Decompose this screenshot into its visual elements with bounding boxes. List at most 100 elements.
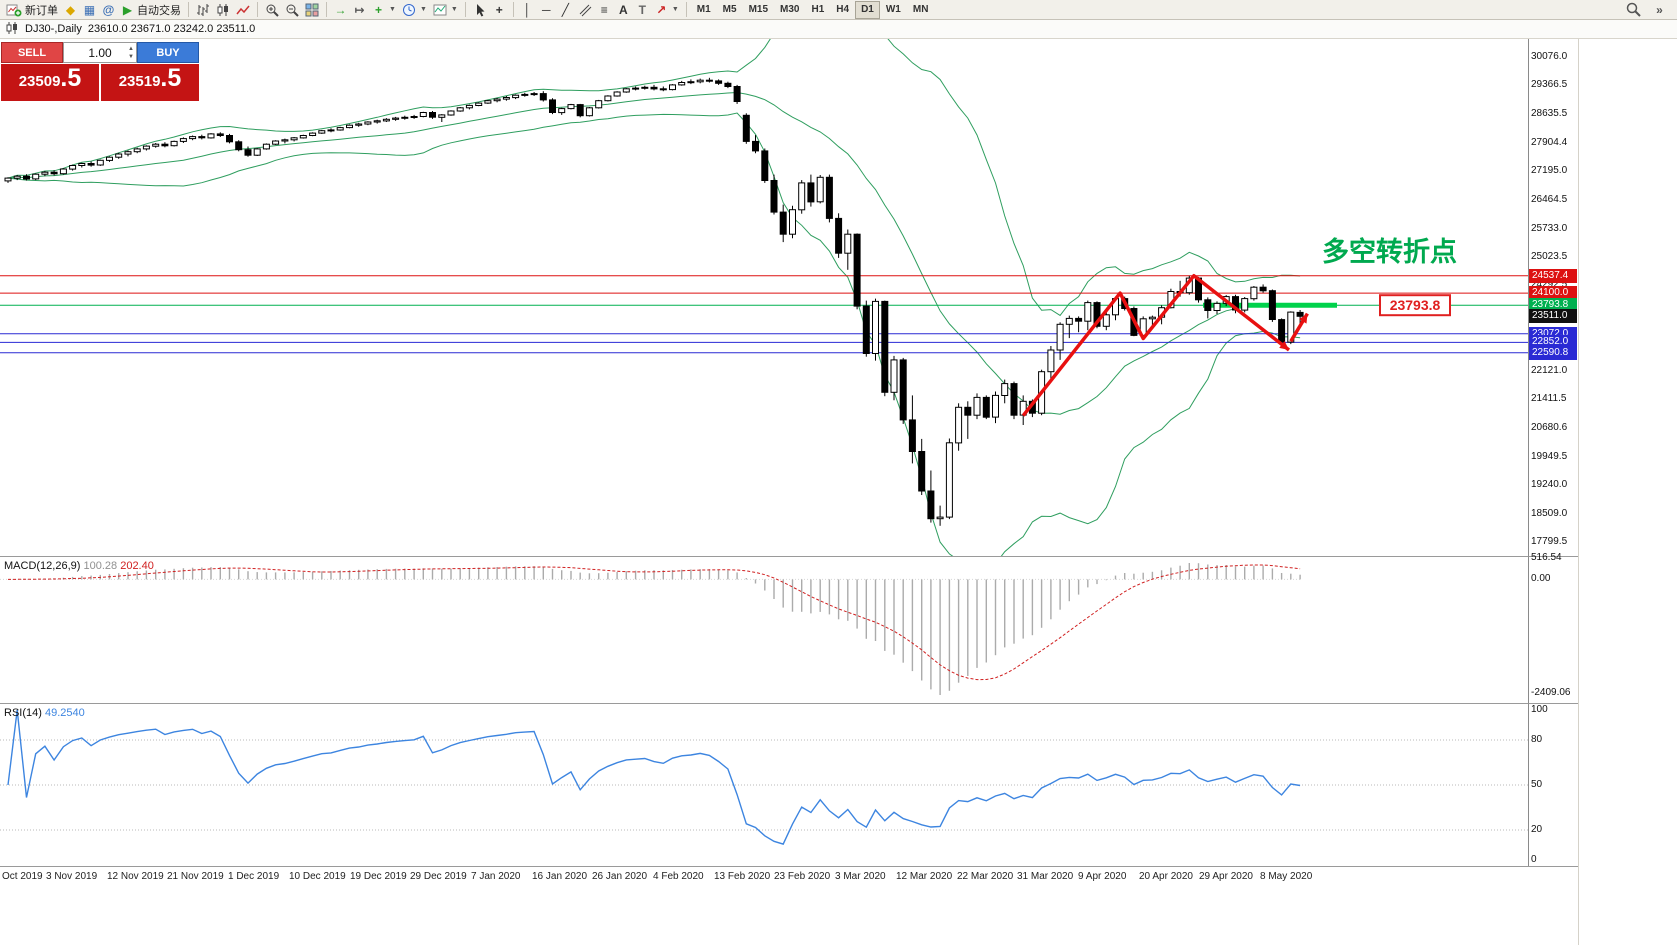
toolbar-separator xyxy=(464,2,466,17)
macd-axis-label: 516.54 xyxy=(1531,552,1562,563)
main-chart[interactable]: 多空转折点 23793.8 xyxy=(0,16,1528,570)
bid-price[interactable]: 23509.5 xyxy=(1,64,99,101)
indicators-button[interactable]: + ▼ xyxy=(374,2,396,17)
price-axis-label: 20680.6 xyxy=(1531,422,1568,433)
new-order-button[interactable]: 新订单 xyxy=(3,1,61,19)
templates-button[interactable]: ▼ xyxy=(430,1,461,19)
chart-ohlc-values: 23610.0 23671.0 23242.0 23511.0 xyxy=(87,23,256,35)
cursor-button[interactable] xyxy=(470,1,490,19)
spinner-down-icon[interactable]: ▼ xyxy=(128,54,134,60)
market-button[interactable]: ▦ xyxy=(83,2,96,17)
arrows-button[interactable]: ↗ ▼ xyxy=(656,2,679,17)
sell-button[interactable]: SELL xyxy=(1,42,63,63)
rsi-chart[interactable] xyxy=(0,704,1528,866)
time-axis-label: Oct 2019 xyxy=(2,871,43,882)
chart-shift-button[interactable]: ↦ xyxy=(354,2,365,17)
price-axis-label: 18509.0 xyxy=(1531,508,1568,519)
macd-axis-label: 0.00 xyxy=(1531,573,1551,584)
timeframe-h1-button[interactable]: H1 xyxy=(811,4,825,15)
rsi-label: RSI(14) 49.2540 xyxy=(4,707,85,719)
tile-windows-button[interactable] xyxy=(302,1,322,19)
macd-chart[interactable] xyxy=(0,557,1528,703)
time-axis-label: 3 Nov 2019 xyxy=(46,871,98,882)
rsi-name: RSI(14) xyxy=(4,707,42,719)
time-axis-label: 9 Apr 2020 xyxy=(1078,871,1127,882)
search-button[interactable] xyxy=(1623,1,1644,19)
volume-spinner[interactable]: ▲ ▼ xyxy=(128,45,134,61)
signals-button[interactable]: @ xyxy=(102,2,115,17)
auto-scroll-button[interactable]: → xyxy=(334,2,347,17)
timeframe-mn-button[interactable]: MN xyxy=(912,4,929,15)
toolbar-separator xyxy=(685,2,687,17)
channel-button[interactable] xyxy=(575,1,595,19)
chart-title-bar: DJ30-,Daily 23610.0 23671.0 23242.0 2351… xyxy=(0,20,1677,39)
metaeditor-button[interactable]: ◆ xyxy=(65,2,76,17)
crosshair-button[interactable]: + xyxy=(495,2,503,17)
label-button[interactable]: T xyxy=(638,2,646,17)
line-chart-button[interactable] xyxy=(233,1,253,19)
zoom-in-button[interactable] xyxy=(262,1,282,19)
timeframe-w1-button[interactable]: W1 xyxy=(885,4,901,15)
bar-chart-button[interactable] xyxy=(193,1,213,19)
timeframe-m1-button[interactable]: M1 xyxy=(696,4,711,15)
horizontal-line-button[interactable]: ─ xyxy=(542,2,551,17)
time-axis-label: 22 Mar 2020 xyxy=(957,871,1014,882)
timeframe-d1-button[interactable]: D1 xyxy=(855,0,880,19)
price-axis-label: 30076.0 xyxy=(1531,51,1568,62)
price-axis-label: 19949.5 xyxy=(1531,451,1568,462)
price-axis-label: 27195.0 xyxy=(1531,165,1568,176)
price-axis-label: 29366.5 xyxy=(1531,79,1568,90)
price-axis[interactable]: 30076.0 29366.5 28635.5 27904.4 27195.0 26464… xyxy=(1529,39,1578,556)
time-axis-label: 21 Nov 2019 xyxy=(167,871,224,882)
price-tag: 23511.0 xyxy=(1529,309,1577,323)
toolbar-separator xyxy=(512,2,514,17)
main-chart-pane[interactable]: 多空转折点 23793.8 xyxy=(0,16,1529,570)
timeframe-m30-button[interactable]: M30 xyxy=(780,4,800,15)
zigzag-arrowhead xyxy=(1299,313,1308,324)
autotrading-button[interactable]: ▶ 自动交易 xyxy=(122,2,181,17)
macd-axis[interactable]: 516.54 0.00 -2409.06 xyxy=(1529,552,1578,703)
price-flag-text: 23793.8 xyxy=(1390,297,1441,313)
periods-button[interactable]: ▼ xyxy=(399,1,430,19)
ask-price[interactable]: 23519.5 xyxy=(101,64,199,101)
time-axis[interactable]: Oct 2019 3 Nov 2019 12 Nov 2019 21 Nov 2019… xyxy=(0,866,1578,945)
toolbar-separator xyxy=(326,2,327,17)
timeframe-m5-button[interactable]: M5 xyxy=(722,4,737,15)
macd-pane[interactable]: MACD(12,26,9) 100.28 202.40 xyxy=(0,556,1529,703)
text-button[interactable]: A xyxy=(618,2,628,17)
bollinger-upper xyxy=(7,16,1301,317)
price-axis-label: 28635.5 xyxy=(1531,108,1568,119)
volume-value: 1.00 xyxy=(88,45,112,60)
chart-symbol-period: DJ30-,Daily xyxy=(25,23,82,35)
rsi-value: 49.2540 xyxy=(44,707,85,719)
time-axis-label: 4 Feb 2020 xyxy=(653,871,704,882)
macd-histogram xyxy=(16,563,1301,695)
buy-button[interactable]: BUY xyxy=(137,42,199,63)
volume-input[interactable]: 1.00 ▲ ▼ xyxy=(63,42,137,63)
price-tag: 24100.0 xyxy=(1529,286,1577,300)
time-axis-label: 31 Mar 2020 xyxy=(1017,871,1074,882)
price-axis-label: 24292.5 xyxy=(1531,279,1568,290)
toolbar-overflow-button[interactable]: » xyxy=(1656,2,1663,17)
zigzag-arrowhead xyxy=(1279,341,1289,350)
macd-signal-value: 202.40 xyxy=(120,560,154,572)
zoom-out-button[interactable] xyxy=(282,1,302,19)
price-axis-label: 21411.5 xyxy=(1531,393,1567,404)
price-flag-box xyxy=(1379,294,1451,317)
trendline-button[interactable]: ╱ xyxy=(561,2,569,17)
vertical-line-button[interactable]: │ xyxy=(523,2,532,17)
price-axis-label: 25023.5 xyxy=(1531,251,1568,262)
bollinger-middle xyxy=(7,91,1301,415)
spinner-up-icon[interactable]: ▲ xyxy=(128,46,134,52)
timeframe-h4-button[interactable]: H4 xyxy=(836,4,850,15)
rsi-axis-label: 80 xyxy=(1531,734,1543,745)
timeframe-m15-button[interactable]: M15 xyxy=(748,4,769,15)
chart-icon xyxy=(5,21,19,38)
price-axis-label: 27904.4 xyxy=(1531,137,1568,148)
candle-chart-button[interactable] xyxy=(213,1,233,19)
rsi-axis[interactable]: 100 80 50 20 0 xyxy=(1529,703,1578,866)
rsi-pane[interactable]: RSI(14) 49.2540 xyxy=(0,703,1529,866)
toolbar-separator xyxy=(257,2,258,17)
fibonacci-button[interactable]: ≡ xyxy=(600,2,608,17)
